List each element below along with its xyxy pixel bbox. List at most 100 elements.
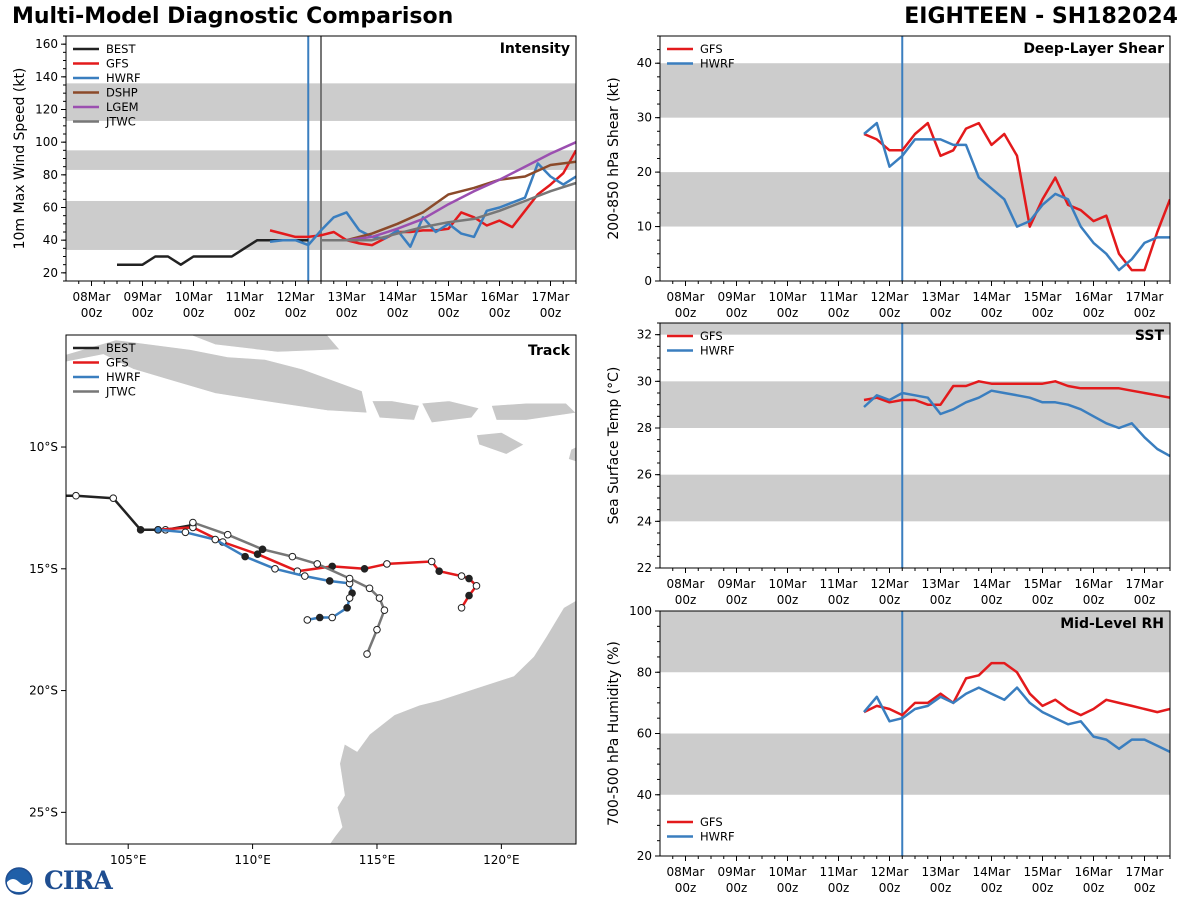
rh-ytick-label: 60: [637, 727, 652, 741]
noaa-logo-icon: [5, 867, 33, 895]
track-point-hwrf: [345, 594, 354, 602]
rh-legend-label-hwrf: HWRF: [700, 830, 735, 844]
track-point-gfs: [457, 572, 466, 580]
intensity-xtick-hour: 00z: [336, 306, 358, 320]
shear-xtick-day: 12Mar: [871, 290, 909, 304]
rh-xtick-hour: 00z: [777, 881, 799, 895]
intensity-ytick-label: 60: [43, 201, 58, 215]
track-frame: [65, 334, 577, 845]
sst-xtick-day: 14Mar: [973, 577, 1011, 591]
rh-xtick-hour: 00z: [1134, 881, 1156, 895]
sst-xtick-day: 17Mar: [1126, 577, 1164, 591]
shear-legend-label-hwrf: HWRF: [700, 57, 735, 71]
shear-ytick-label: 0: [644, 274, 652, 288]
sst-xtick-day: 10Mar: [769, 577, 807, 591]
sst-xtick-hour: 00z: [726, 593, 748, 607]
sst-ytick-label: 28: [637, 421, 652, 435]
shear-xtick-hour: 00z: [675, 306, 697, 320]
track-point-hwrf: [181, 528, 190, 537]
sst-band: [660, 323, 1170, 335]
shear-xtick-day: 09Mar: [718, 290, 756, 304]
shear-ylabel: 200-850 hPa Shear (kt): [606, 77, 622, 239]
intensity-legend-label-lgem: LGEM: [106, 100, 139, 114]
intensity-series-lgem: [321, 141, 576, 242]
intensity-ytick-label: 40: [43, 233, 58, 247]
intensity-ylabel: 10m Max Wind Speed (kt): [12, 68, 28, 250]
shear-panel: 0 10 20 30 40 08Mar 00z 09Mar 00z 10Mar 00z 11Mar 00…: [606, 35, 1171, 320]
track-point-jtwc: [223, 530, 232, 539]
shear-xtick-hour: 00z: [828, 306, 850, 320]
intensity-series-dshp: [321, 160, 576, 242]
intensity-legend-label-gfs: GFS: [106, 57, 129, 71]
storm-id-title: EIGHTEEN - SH182024: [904, 4, 1178, 29]
rh-ytick-label: 40: [637, 788, 652, 802]
track-point-hwrf: [211, 535, 220, 544]
track-point-jtwc: [363, 650, 371, 658]
intensity-xtick-day: 11Mar: [226, 290, 264, 304]
rh-xtick-hour: 00z: [879, 881, 901, 895]
sst-xtick-hour: 00z: [879, 593, 901, 607]
shear-ytick-label: 10: [637, 220, 652, 234]
track-point-hwrf: [241, 552, 249, 561]
track-point-gfs: [457, 603, 466, 612]
sst-xtick-day: 12Mar: [871, 577, 909, 591]
track-point-hwrf: [271, 564, 279, 573]
track-ytick-label: 25°S: [29, 805, 58, 819]
track-point-hwrf: [303, 616, 312, 624]
shear-xtick-day: 16Mar: [1075, 290, 1113, 304]
shear-band: [660, 63, 1170, 118]
intensity-xtick-hour: 00z: [540, 306, 562, 320]
rh-xtick-hour: 00z: [1032, 881, 1054, 895]
track-xtick-label: 105°E: [110, 853, 147, 867]
shear-xtick-day: 10Mar: [769, 290, 807, 304]
intensity-xtick-hour: 00z: [438, 306, 460, 320]
intensity-xtick-day: 13Mar: [328, 290, 366, 304]
intensity-legend-label-best: BEST: [106, 42, 136, 56]
sst-series-gfs: [863, 380, 1170, 406]
track-point-jtwc: [288, 552, 297, 561]
sst-xtick-day: 09Mar: [718, 577, 756, 591]
track-point-gfs: [360, 564, 369, 573]
shear-xtick-day: 11Mar: [820, 290, 858, 304]
intensity-legend-label-dshp: DSHP: [106, 86, 138, 100]
rh-xtick-day: 08Mar: [667, 865, 705, 879]
track-ytick-label: 20°S: [29, 684, 58, 698]
sst-panel: 22 24 26 28 30 32 08Mar 00z 09Mar 00z 10Mar 00z 11Ma…: [606, 322, 1171, 607]
intensity-ytick-label: 140: [35, 70, 58, 84]
track-plot-area: [66, 335, 576, 844]
intensity-xtick-day: 17Mar: [532, 290, 570, 304]
sst-xtick-hour: 00z: [675, 593, 697, 607]
figure-title: Multi-Model Diagnostic Comparison: [12, 4, 454, 29]
shear-plot-area: [660, 36, 1170, 281]
rh-plot-area: [660, 611, 1170, 856]
shear-xtick-hour: 00z: [1083, 306, 1105, 320]
sst-xtick-day: 08Mar: [667, 577, 705, 591]
intensity-xtick-hour: 00z: [285, 306, 307, 320]
shear-xtick-day: 15Mar: [1024, 290, 1062, 304]
track-point-best: [109, 494, 118, 502]
track-point-hwrf: [301, 572, 309, 580]
rh-legend-label-gfs: GFS: [700, 815, 723, 829]
track-point-hwrf: [343, 603, 351, 612]
sst-xtick-day: 16Mar: [1075, 577, 1113, 591]
track-point-gfs: [472, 582, 481, 590]
sst-frame: [659, 322, 1171, 569]
sst-band: [660, 474, 1170, 522]
rh-xtick-hour: 00z: [1083, 881, 1105, 895]
shear-xtick-hour: 00z: [726, 306, 748, 320]
shear-xtick-day: 17Mar: [1126, 290, 1164, 304]
track-point-hwrf: [325, 577, 334, 585]
sst-xtick-day: 13Mar: [922, 577, 960, 591]
sst-legend-label-gfs: GFS: [700, 329, 723, 343]
track-point-jtwc: [375, 594, 384, 602]
intensity-series-jtwc: [321, 181, 576, 242]
rh-series-gfs: [863, 661, 1170, 717]
intensity-xtick-hour: 00z: [387, 306, 409, 320]
track-point-jtwc: [365, 584, 374, 593]
intensity-xtick-day: 09Mar: [124, 290, 162, 304]
track-legend-label-best: BEST: [106, 341, 136, 355]
rh-xtick-hour: 00z: [828, 881, 850, 895]
track-point-gfs: [435, 567, 443, 576]
sst-xtick-hour: 00z: [777, 593, 799, 607]
track-point-jtwc: [380, 606, 389, 615]
